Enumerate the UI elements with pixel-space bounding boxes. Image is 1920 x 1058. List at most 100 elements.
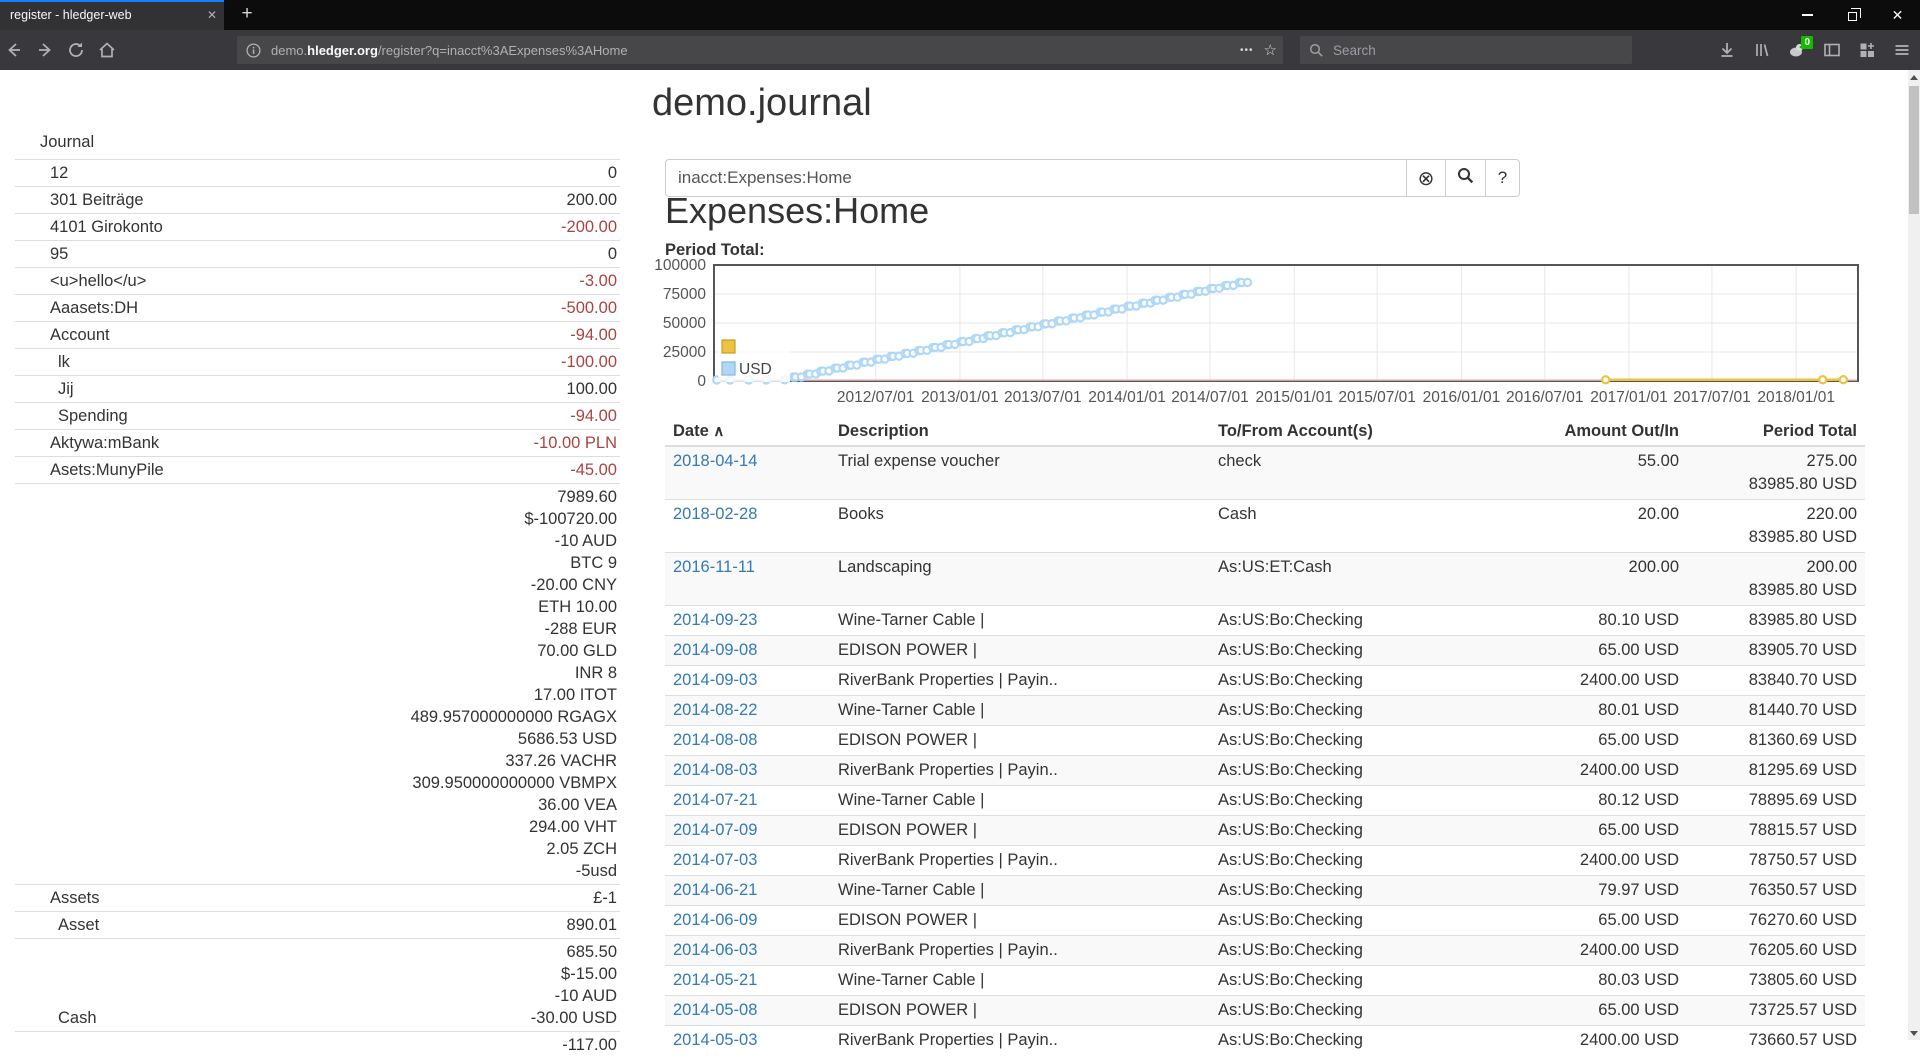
period-total-cell: 200.00 83985.80 USD	[1687, 552, 1865, 606]
tab-title: register - hledger-web	[10, 8, 132, 22]
sidebar-account-link[interactable]: 301 Beiträge	[50, 191, 144, 209]
column-header-account[interactable]: To/From Account(s)	[1210, 418, 1420, 447]
forward-icon[interactable]	[36, 41, 54, 59]
restore-button[interactable]	[1830, 0, 1875, 30]
sidebar-account-link[interactable]: Asets:MunyPile	[50, 461, 164, 479]
transaction-date-link[interactable]: 2014-08-08	[673, 731, 758, 749]
tiles-plus-icon[interactable]	[1857, 40, 1877, 60]
x-tick-label: 2015/01/01	[1255, 389, 1333, 406]
page-actions-icon[interactable]: •••	[1240, 44, 1254, 56]
sidebar-account-link[interactable]: Account	[50, 326, 110, 344]
back-icon[interactable]	[5, 41, 23, 59]
site-info-icon[interactable]	[246, 42, 261, 58]
scrollbar-thumb[interactable]	[1909, 86, 1919, 214]
data-point	[1818, 375, 1828, 385]
close-button[interactable]: ✕	[1891, 7, 1904, 23]
transaction-date-link[interactable]: 2014-07-09	[673, 821, 758, 839]
transaction-account: As:US:Bo:Checking	[1210, 755, 1420, 786]
sidebar-row: 12 0	[15, 159, 620, 186]
column-header-description[interactable]: Description	[830, 418, 1210, 447]
transaction-account: As:US:Bo:Checking	[1210, 815, 1420, 846]
help-button[interactable]: ?	[1486, 159, 1520, 197]
vertical-scrollbar[interactable]	[1908, 70, 1920, 1040]
column-header-period-total[interactable]: Period Total	[1687, 418, 1865, 447]
window-controls: ✕	[1785, 0, 1920, 30]
sidebar-account-link[interactable]: 95	[50, 245, 69, 263]
transaction-date-link[interactable]: 2014-09-03	[673, 671, 758, 689]
sidebar-journal-link[interactable]: Journal	[40, 133, 95, 151]
sidebar-account-link[interactable]: Aaasets:DH	[50, 299, 139, 317]
library-icon[interactable]	[1752, 40, 1772, 60]
sidebar-account-link[interactable]: Assets	[50, 889, 100, 907]
period-total-cell: 78895.69 USD	[1687, 785, 1865, 816]
menu-hamburger-icon[interactable]	[1892, 40, 1912, 60]
register-row: 2014-07-03 RiverBank Properties | Payin..…	[665, 845, 1865, 876]
browser-search-bar[interactable]: Search	[1300, 36, 1632, 64]
home-icon[interactable]	[98, 41, 116, 59]
bookmark-star-icon[interactable]: ☆	[1263, 42, 1277, 59]
register-row: 2016-11-11 Landscaping As:US:ET:Cash 200.00…	[665, 552, 1865, 606]
sidebar-account-balance: 7989.60 $-100720.00 -10 AUD BTC 9 -20.00 CNY…	[410, 488, 617, 880]
transaction-date-link[interactable]: 2014-06-21	[673, 881, 758, 899]
transaction-date-link[interactable]: 2014-06-03	[673, 941, 758, 959]
sidebar-account-balance: -3.00	[579, 272, 617, 290]
register-row: 2014-06-21 Wine-Tarner Cable | As:US:Bo:Ch…	[665, 875, 1865, 906]
column-header-amount[interactable]: Amount Out/In	[1420, 418, 1687, 447]
transaction-description: Trial expense voucher	[830, 445, 1210, 500]
extension-icon[interactable]: 0	[1787, 36, 1813, 60]
sidebar-toggle-icon[interactable]	[1822, 40, 1842, 60]
period-total-chart: 2012/07/01 2013/01/01 2013/07/01 2014/01/01…	[654, 257, 1859, 406]
sidebar-account-link[interactable]: Asset	[58, 916, 100, 934]
transaction-date-link[interactable]: 2014-07-03	[673, 851, 758, 869]
sidebar-account-link[interactable]: 12	[50, 164, 69, 182]
transaction-date-link[interactable]: 2014-08-03	[673, 761, 758, 779]
x-tick-label: 2014/07/01	[1171, 389, 1249, 406]
sidebar-account-link[interactable]: 4101 Girokonto	[50, 218, 163, 236]
transaction-date-link[interactable]: 2014-07-21	[673, 791, 758, 809]
sidebar-account-link[interactable]: Spending	[58, 407, 128, 425]
transaction-date-link[interactable]: 2014-05-08	[673, 1001, 758, 1019]
transaction-description: Wine-Tarner Cable |	[830, 785, 1210, 816]
y-tick-label: 50000	[663, 315, 706, 332]
data-point	[1242, 277, 1253, 288]
browser-chrome: register - hledger-web ✕ + ✕	[0, 0, 1920, 70]
transaction-date-link[interactable]: 2014-06-09	[673, 911, 758, 929]
scroll-up-icon[interactable]	[1908, 70, 1920, 84]
reload-icon[interactable]	[67, 41, 85, 59]
downloads-icon[interactable]	[1717, 40, 1737, 60]
scroll-down-icon[interactable]	[1908, 1026, 1920, 1040]
sidebar-account-link[interactable]: Aktywa:mBank	[50, 434, 160, 452]
tab-close-icon[interactable]: ✕	[206, 8, 217, 22]
transaction-date-link[interactable]: 2014-09-23	[673, 611, 758, 629]
transaction-description: EDISON POWER |	[830, 995, 1210, 1026]
transaction-date-link[interactable]: 2018-02-28	[673, 505, 758, 523]
sidebar-row: Account -94.00	[15, 321, 620, 348]
sidebar-account-link[interactable]: <u>hello</u>	[50, 272, 147, 290]
clear-search-button[interactable]: ⊗	[1406, 159, 1446, 197]
sidebar-row: 301 Beiträge 200.00	[15, 186, 620, 213]
transaction-date-link[interactable]: 2014-05-21	[673, 971, 758, 989]
search-button[interactable]	[1446, 159, 1486, 197]
y-tick-label: 0	[697, 373, 706, 390]
sidebar-account-balance: 200.00	[566, 191, 617, 209]
minimize-button[interactable]	[1785, 0, 1830, 30]
search-input[interactable]	[665, 159, 1406, 197]
column-header-date[interactable]: Date ∧	[665, 418, 830, 447]
transaction-date-link[interactable]: 2016-11-11	[673, 558, 755, 576]
sidebar-account-link[interactable]: Jij	[58, 380, 74, 398]
sidebar-account-link[interactable]: lk	[58, 353, 70, 371]
transaction-date-link[interactable]: 2014-05-03	[673, 1031, 758, 1049]
transaction-amount: 65.00 USD	[1420, 995, 1687, 1026]
active-tab[interactable]: register - hledger-web ✕	[0, 0, 224, 30]
new-tab-button[interactable]: +	[241, 3, 253, 24]
transaction-date-link[interactable]: 2018-04-14	[673, 452, 758, 470]
transaction-date-link[interactable]: 2014-08-22	[673, 701, 758, 719]
url-bar[interactable]: demo.hledger.org/register?q=inacct%3AExp…	[237, 36, 1283, 64]
transaction-date-link[interactable]: 2014-09-08	[673, 641, 758, 659]
transaction-description: RiverBank Properties | Payin..	[830, 755, 1210, 786]
search-icon	[1309, 43, 1324, 58]
sidebar-row: Cash 685.50 $-15.00 -10 AUD -30.00 USD	[15, 938, 620, 1031]
x-tick-label: 2017/07/01	[1673, 389, 1751, 406]
sidebar-account-link[interactable]: Cash	[58, 1009, 97, 1027]
transaction-description: EDISON POWER |	[830, 635, 1210, 666]
